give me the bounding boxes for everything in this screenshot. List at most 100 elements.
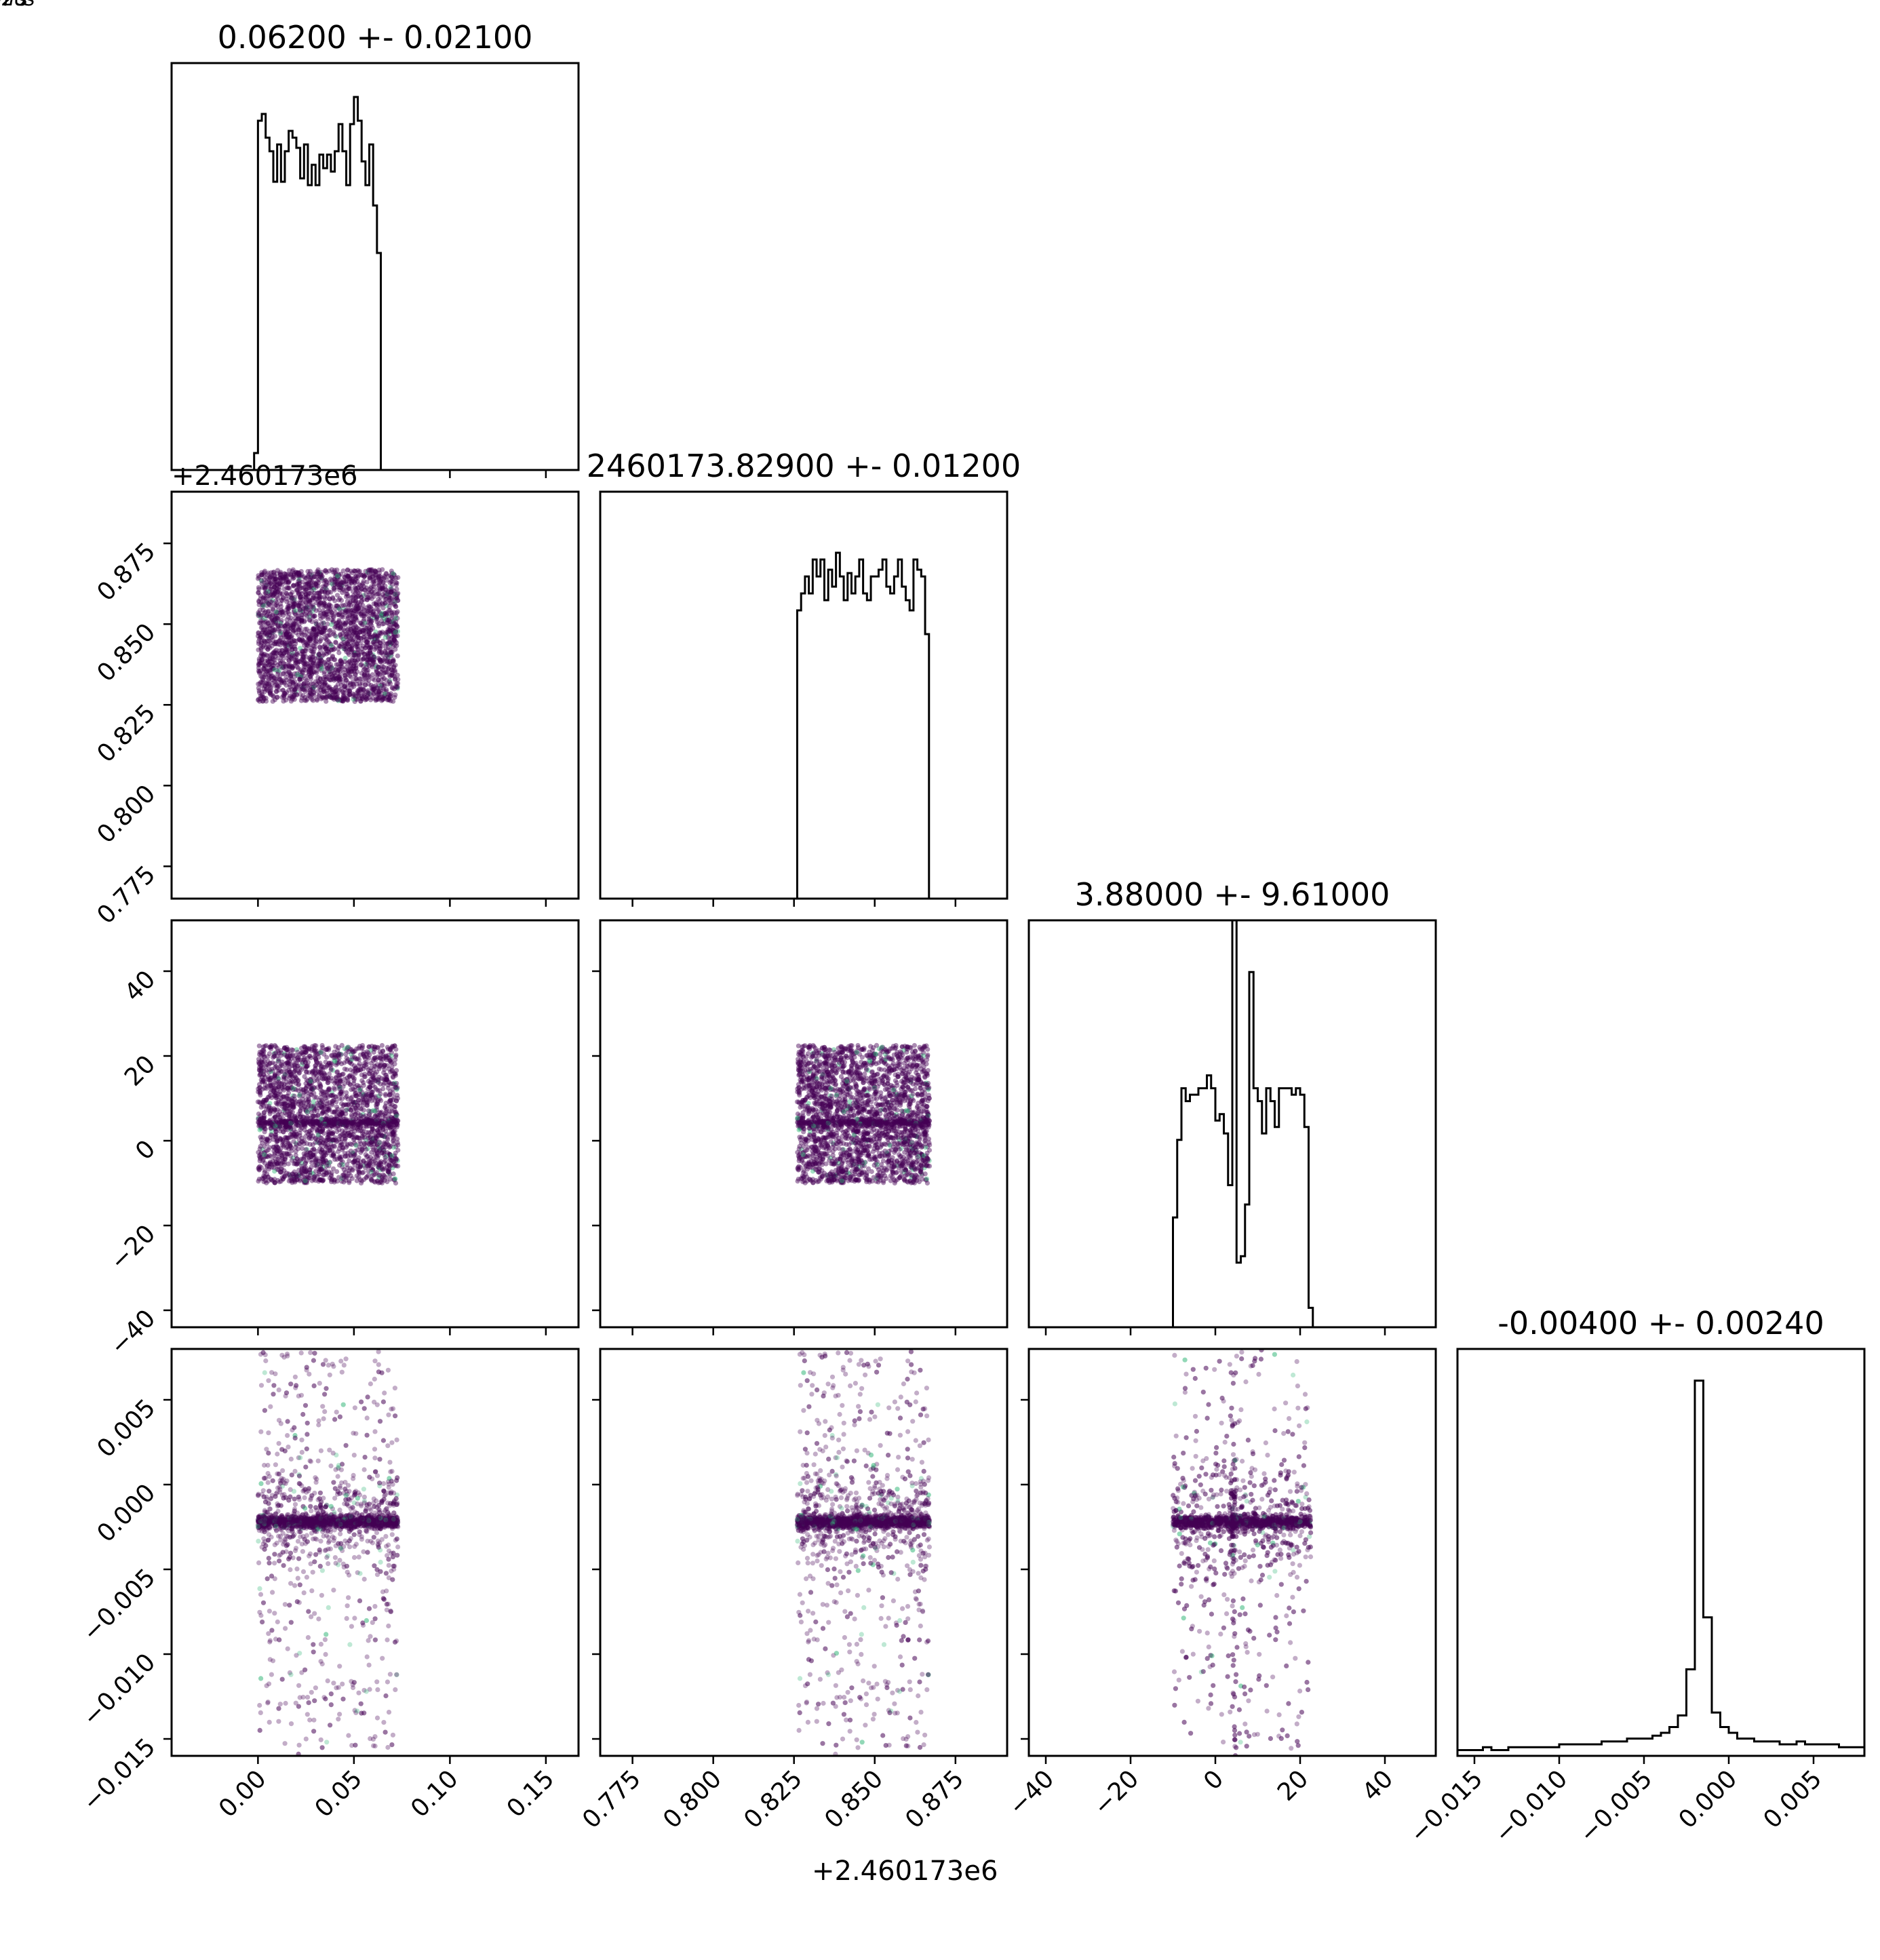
- scatter-point: [275, 600, 279, 605]
- scatter-point: [332, 671, 336, 675]
- scatter-point: [305, 697, 309, 701]
- scatter-point: [299, 1067, 304, 1072]
- scatter-point: [380, 697, 385, 702]
- scatter-point: [287, 601, 292, 606]
- scatter-point: [323, 597, 328, 602]
- scatter-point: [335, 697, 340, 702]
- scatter-point: [283, 626, 288, 631]
- scatter-point: [295, 583, 300, 588]
- scatter-point: [341, 568, 346, 573]
- scatter-point: [355, 633, 360, 638]
- scatter-point: [345, 697, 350, 701]
- scatter-point: [294, 692, 299, 697]
- scatter-point: [330, 696, 334, 701]
- scatter-point: [317, 659, 322, 663]
- scatter-point: [346, 573, 351, 578]
- scatter-point: [393, 576, 398, 581]
- scatter-point: [370, 579, 375, 584]
- scatter-point: [359, 1107, 364, 1112]
- scatter-point: [276, 1079, 281, 1084]
- scatter-point: [273, 1134, 278, 1139]
- scatter-point: [267, 1104, 271, 1109]
- scatter-point: [329, 643, 334, 648]
- scatter-point: [289, 596, 294, 601]
- scatter-point: [271, 1116, 276, 1120]
- scatter-point: [329, 648, 334, 652]
- scatter-point: [269, 692, 273, 697]
- scatter-point: [296, 1089, 301, 1093]
- scatter-point: [342, 1060, 347, 1065]
- scatter-point: [270, 656, 275, 661]
- scatter-point: [393, 616, 398, 621]
- scatter-point: [329, 656, 334, 661]
- scatter-point: [263, 630, 268, 635]
- scatter-point: [393, 677, 397, 682]
- scatter-point: [395, 1143, 400, 1148]
- scatter-point: [312, 613, 317, 618]
- scatter-point: [331, 615, 336, 620]
- scatter-point: [367, 627, 372, 631]
- scatter-point: [380, 587, 385, 591]
- scatter-point: [277, 1109, 282, 1114]
- scatter-point: [321, 631, 326, 636]
- scatter-point: [337, 1163, 342, 1168]
- scatter-point: [258, 1146, 262, 1151]
- scatter-point: [311, 644, 315, 648]
- scatter-point: [384, 678, 389, 682]
- scatter-point: [328, 604, 333, 608]
- scatter-point: [294, 639, 298, 644]
- scatter-point: [360, 687, 365, 692]
- scatter-point: [391, 699, 395, 704]
- scatter-point: [332, 1086, 336, 1091]
- scatter-point: [264, 687, 269, 692]
- scatter-point: [351, 639, 355, 644]
- scatter-point: [305, 1099, 310, 1104]
- scatter-point: [265, 642, 270, 647]
- scatter-point: [380, 1086, 385, 1091]
- scatter-point: [393, 1053, 398, 1057]
- scatter-point: [370, 657, 374, 662]
- scatter-point: [296, 570, 300, 575]
- panel-content: [256, 1043, 401, 1185]
- scatter-point: [306, 574, 311, 579]
- scatter-point: [326, 1080, 330, 1085]
- scatter-point: [321, 627, 326, 632]
- scatter-point: [337, 1059, 342, 1064]
- scatter-point: [383, 1073, 388, 1078]
- scatter-point: [327, 1061, 332, 1065]
- scatter-point: [337, 688, 342, 692]
- scatter-point: [308, 569, 313, 574]
- scatter-point: [374, 669, 379, 674]
- scatter-point: [270, 626, 275, 631]
- scatter-point: [387, 640, 392, 645]
- scatter-point: [312, 659, 317, 663]
- scatter-point: [349, 579, 354, 583]
- scatter-point: [315, 1127, 319, 1132]
- scatter-point: [294, 631, 298, 635]
- scatter-point: [370, 592, 375, 597]
- scatter-point: [267, 614, 271, 619]
- scatter-points: [256, 1043, 401, 1185]
- scatter-point: [370, 619, 374, 623]
- scatter-points: [256, 567, 401, 704]
- scatter-point: [358, 1150, 363, 1155]
- scatter-point: [351, 694, 355, 699]
- scatter-point: [394, 623, 399, 627]
- scatter-point: [355, 690, 360, 694]
- scatter-point: [392, 642, 397, 647]
- scatter-point: [319, 589, 324, 593]
- scatter-point: [296, 1058, 300, 1063]
- scatter-point: [319, 667, 324, 671]
- scatter-point: [361, 664, 366, 669]
- scatter-point: [349, 675, 353, 680]
- scatter-point: [352, 667, 357, 672]
- scatter-point: [303, 1179, 308, 1183]
- scatter-point: [284, 591, 289, 596]
- scatter-point: [359, 1114, 364, 1118]
- scatter-point: [277, 639, 282, 644]
- scatter-point: [362, 673, 367, 678]
- scatter-point: [393, 692, 397, 697]
- scatter-point: [314, 669, 319, 673]
- scatter-point: [346, 604, 351, 609]
